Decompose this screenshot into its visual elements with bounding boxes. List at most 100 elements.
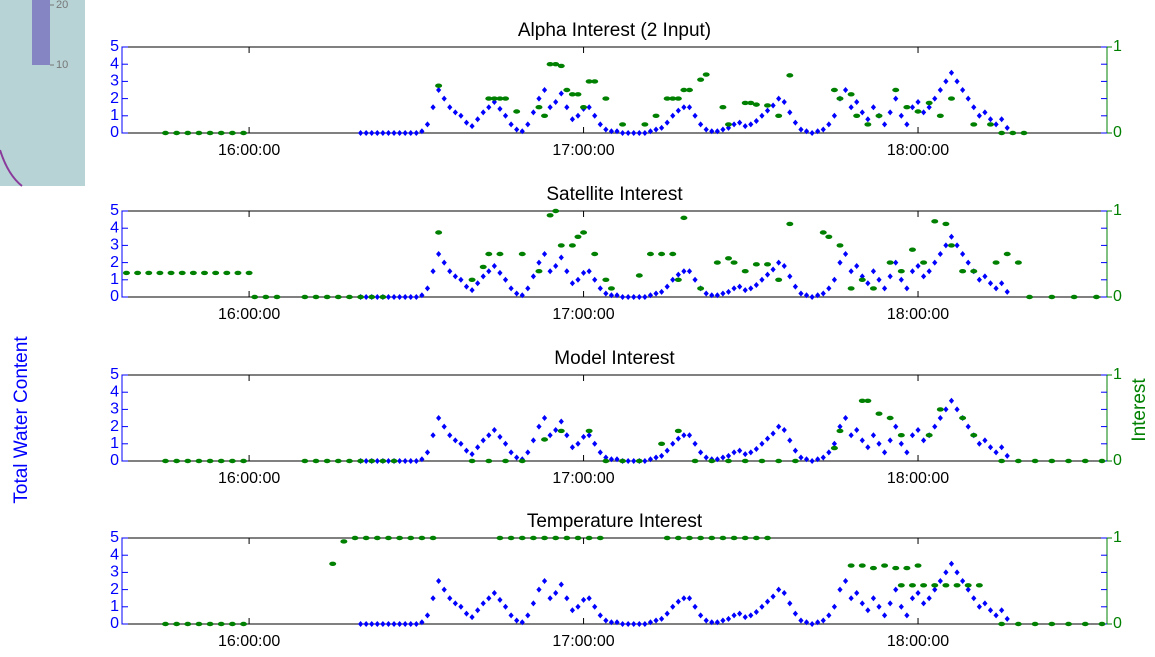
interest-point	[558, 64, 565, 68]
water-point	[854, 263, 859, 269]
water-point	[408, 621, 413, 627]
water-point	[765, 272, 770, 278]
water-point	[837, 587, 842, 593]
interest-point	[915, 109, 922, 113]
interest-point	[775, 278, 782, 282]
water-point	[592, 441, 597, 447]
water-point	[765, 436, 770, 442]
water-point	[854, 99, 859, 105]
water-point	[386, 294, 391, 300]
water-point	[436, 251, 441, 257]
water-point	[743, 287, 748, 293]
chart-title: Alpha Interest (2 Input)	[518, 20, 711, 41]
y-tick-label: 0	[110, 452, 119, 469]
interest-point	[719, 536, 726, 540]
water-point	[464, 448, 469, 454]
water-point	[564, 595, 569, 601]
water-point	[977, 604, 982, 610]
interest-point	[195, 459, 202, 463]
water-point	[776, 424, 781, 430]
interest-point	[948, 96, 955, 100]
water-point	[915, 263, 920, 269]
interest-point	[998, 622, 1005, 626]
interest-point	[134, 271, 141, 275]
interest-point	[201, 271, 208, 275]
water-point	[587, 104, 592, 110]
water-point	[982, 273, 987, 279]
water-point	[765, 108, 770, 114]
water-point	[821, 618, 826, 624]
water-point	[620, 294, 625, 300]
water-point	[581, 270, 586, 276]
water-point	[821, 127, 826, 133]
water-point	[698, 612, 703, 618]
water-point	[575, 277, 580, 283]
water-point	[826, 612, 831, 618]
water-point	[921, 109, 926, 115]
interest-point	[368, 295, 375, 299]
water-point	[542, 251, 547, 257]
water-point	[726, 453, 731, 459]
water-point	[503, 277, 508, 283]
interest-point	[725, 256, 732, 260]
interest-point	[954, 583, 961, 587]
interest-point	[658, 442, 665, 446]
water-point	[865, 607, 870, 613]
interest-point	[569, 243, 576, 247]
y2-tick-label: 0	[1113, 615, 1122, 632]
interest-point	[864, 122, 871, 126]
water-point	[899, 113, 904, 119]
water-point	[915, 427, 920, 433]
water-point	[447, 432, 452, 438]
water-point	[810, 130, 815, 136]
interest-point	[686, 88, 693, 92]
water-point	[977, 441, 982, 447]
water-point	[626, 458, 631, 464]
interest-point	[937, 114, 944, 118]
water-point	[620, 621, 625, 627]
water-point	[447, 595, 452, 601]
water-point	[960, 251, 965, 257]
water-point	[737, 120, 742, 126]
interest-point	[1032, 622, 1039, 626]
water-point	[525, 121, 530, 127]
water-point	[938, 87, 943, 93]
interest-point	[692, 459, 699, 463]
interest-point	[346, 459, 353, 463]
interest-point	[435, 230, 442, 234]
water-point	[486, 268, 491, 274]
water-point	[375, 621, 380, 627]
interest-point	[207, 131, 214, 135]
water-point	[787, 437, 792, 443]
water-point	[542, 87, 547, 93]
water-point	[481, 273, 486, 279]
water-point	[391, 130, 396, 136]
water-point	[403, 621, 408, 627]
water-point	[810, 294, 815, 300]
water-point	[832, 277, 837, 283]
water-point	[425, 449, 430, 455]
water-point	[737, 284, 742, 290]
water-point	[888, 600, 893, 606]
interest-point	[301, 295, 308, 299]
water-point	[626, 130, 631, 136]
water-point	[865, 280, 870, 286]
water-point	[982, 109, 987, 115]
water-point	[731, 449, 736, 455]
y-tick-label: 3	[110, 237, 119, 254]
water-point	[542, 415, 547, 421]
interest-point	[731, 536, 738, 540]
water-point	[642, 621, 647, 627]
water-point	[698, 449, 703, 455]
water-point	[770, 593, 775, 599]
water-point	[888, 437, 893, 443]
x-tick-label: 16:00:00	[218, 633, 280, 650]
water-point	[720, 455, 725, 461]
water-point	[653, 127, 658, 133]
y-tick-label: 2	[110, 90, 119, 107]
water-point	[631, 130, 636, 136]
water-point	[692, 604, 697, 610]
water-point	[464, 611, 469, 617]
interest-point	[519, 536, 526, 540]
y-tick-label: 1	[110, 598, 119, 615]
